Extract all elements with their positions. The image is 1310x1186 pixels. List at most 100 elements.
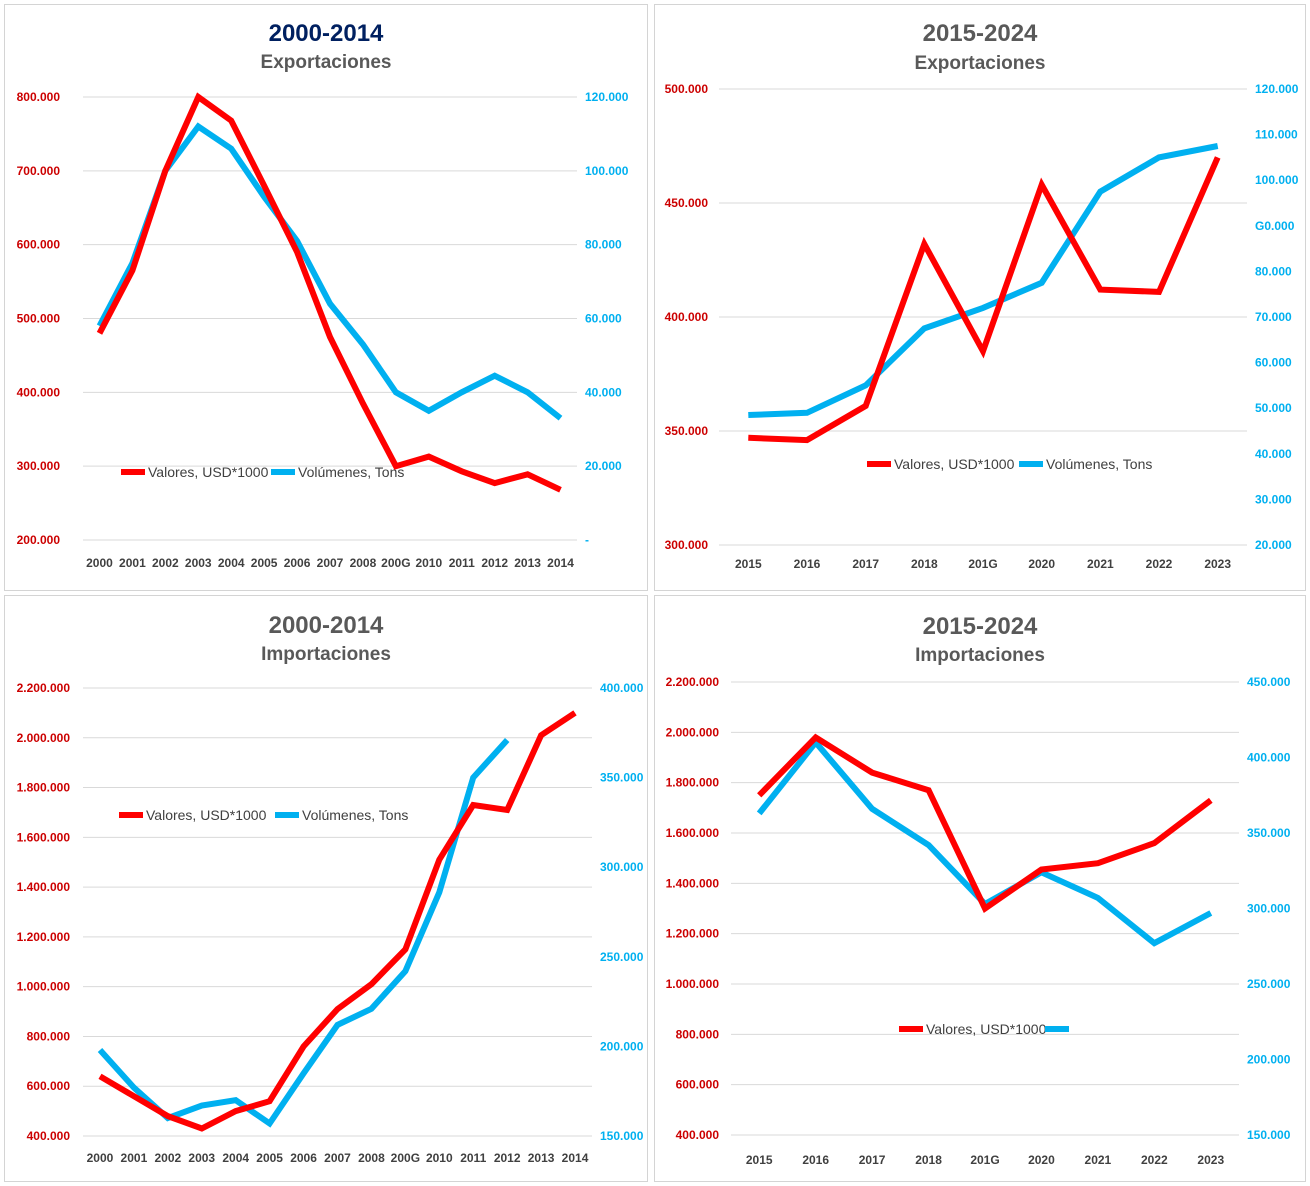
y-left-tick-label: 1.600.000 — [17, 830, 71, 844]
x-tick-label: 2023 — [1197, 1153, 1224, 1167]
y-right-tick-label: 20.000 — [585, 459, 622, 473]
y-left-tick-label: 700.000 — [17, 164, 61, 178]
x-tick-label: 2021 — [1085, 1153, 1112, 1167]
y-right-tick-label: 250.000 — [600, 950, 644, 964]
chart-svg: 2000-2014Exportaciones800.000700.000600.… — [17, 20, 629, 570]
y-left-tick-label: 600.000 — [17, 238, 61, 252]
chart-title: 2015-2024 — [923, 613, 1038, 640]
x-tick-label: 2005 — [256, 1151, 283, 1165]
y-left-tick-label: 1.000.000 — [17, 980, 71, 994]
x-tick-label: 2012 — [481, 556, 508, 570]
series-line-volumenes — [756, 737, 1213, 947]
x-tick-label: 2006 — [284, 556, 311, 570]
legend-label: Valores, USD*1000 — [894, 456, 1015, 472]
x-tick-label: 2013 — [528, 1151, 555, 1165]
y-right-tick-label: 50.000 — [1255, 401, 1292, 415]
chart-svg: 2000-2014 Importaciones 2.200.000 2.000.000… — [17, 612, 644, 1165]
y-left-tick-label: 2.000.000 — [666, 725, 720, 739]
x-tick-label: 2016 — [794, 557, 821, 571]
x-tick-label: 2022 — [1146, 557, 1173, 571]
chart-title: 2000-2014 — [269, 612, 384, 639]
y-right-tick-label: 100.000 — [1255, 173, 1299, 187]
chart-subtitle: Importaciones — [261, 644, 391, 665]
x-tick-label: 2014 — [547, 556, 574, 570]
y-left-tick-label: 500.000 — [665, 82, 709, 96]
y-left-tick-label: 450.000 — [665, 196, 709, 210]
x-tick-label: 2003 — [185, 556, 212, 570]
y-right-tick-label: 80.000 — [1255, 264, 1292, 278]
chart-subtitle: Exportaciones — [261, 52, 392, 73]
y-right-tick-label: 40.000 — [585, 385, 622, 399]
legend-label: Valores, USD*1000 — [926, 1021, 1047, 1037]
x-tick-label: 2016 — [802, 1153, 829, 1167]
x-tick-label: 2015 — [735, 557, 762, 571]
x-tick-label: 2015 — [746, 1153, 773, 1167]
y-right-tick-label: G0.000 — [1255, 219, 1295, 233]
y-left-tick-label: 800.000 — [17, 90, 61, 104]
y-left-tick-label: 500.000 — [17, 312, 61, 326]
x-tick-label: 2020 — [1028, 1153, 1055, 1167]
y-right-tick-label: 40.000 — [1255, 447, 1292, 461]
x-tick-label: 2010 — [415, 556, 442, 570]
x-tick-label: 2003 — [188, 1151, 215, 1165]
y-right-tick-label: - — [585, 533, 589, 547]
x-tick-label: 2012 — [494, 1151, 521, 1165]
x-tick-label: 2018 — [915, 1153, 942, 1167]
legend-label: Volúmenes, Tons — [298, 464, 404, 480]
x-tick-label: 2005 — [251, 556, 278, 570]
y-left-tick-label: 800.000 — [676, 1027, 720, 1041]
chart-panel-exports-2000-2014: 2000-2014 Exportaciones 800.000 700.000 600.… — [4, 4, 648, 591]
y-right-tick-label: 60.000 — [1255, 356, 1292, 370]
y-right-tick-label: 30.000 — [1255, 492, 1292, 506]
y-right-tick-label: 150.000 — [1247, 1128, 1291, 1142]
y-right-tick-label: 350.000 — [600, 771, 644, 785]
series-line-valores — [98, 710, 577, 1132]
y-right-tick-label: 200.000 — [600, 1039, 644, 1053]
y-left-tick-label: 1.400.000 — [666, 876, 720, 890]
y-right-tick-label: 20.000 — [1255, 538, 1292, 552]
y-right-tick-label: 100.000 — [585, 164, 629, 178]
x-tick-label: 2004 — [218, 556, 245, 570]
x-tick-label: 2022 — [1141, 1153, 1168, 1167]
y-right-tick-label: 150.000 — [600, 1129, 644, 1143]
y-right-tick-label: 80.000 — [585, 238, 622, 252]
y-right-tick-label: 110.000 — [1255, 128, 1298, 142]
x-tick-label: 200G — [381, 556, 410, 570]
y-left-tick-label: 400.000 — [17, 385, 61, 399]
chart-subtitle: Importaciones — [915, 645, 1045, 666]
y-left-tick-label: 800.000 — [27, 1029, 71, 1043]
y-left-tick-label: 300.000 — [17, 459, 61, 473]
x-tick-label: 2021 — [1087, 557, 1114, 571]
y-right-tick-label: 400.000 — [600, 681, 644, 695]
series-line-volumenes — [748, 143, 1219, 418]
x-tick-label: 200G — [391, 1151, 420, 1165]
y-left-tick-label: 1.800.000 — [17, 781, 71, 795]
x-tick-label: 2011 — [449, 556, 475, 570]
y-right-tick-label: 350.000 — [1247, 826, 1291, 840]
x-tick-label: 2010 — [426, 1151, 453, 1165]
x-tick-label: 2023 — [1204, 557, 1231, 571]
chart-panel-imports-2015-2024: 2015-2024 Importaciones 2.200.000 2.000.000… — [654, 595, 1306, 1182]
legend-label: Valores, USD*1000 — [146, 807, 267, 823]
x-tick-label: 2017 — [859, 1153, 886, 1167]
y-left-tick-label: 400.000 — [665, 310, 709, 324]
y-left-tick-label: 1.800.000 — [666, 776, 720, 790]
y-left-tick-label: 1.400.000 — [17, 880, 71, 894]
x-tick-label: 2008 — [350, 556, 377, 570]
y-left-tick-label: 600.000 — [676, 1078, 720, 1092]
chart-svg: 2015-2024 Exportaciones 500.000 450.000 400.… — [665, 20, 1299, 571]
y-left-tick-label: 400.000 — [676, 1128, 720, 1142]
chart-subtitle: Exportaciones — [915, 53, 1046, 74]
x-tick-label: 201G — [968, 557, 997, 571]
y-left-tick-label: 1.200.000 — [666, 927, 720, 941]
chart-title: 2015-2024 — [923, 20, 1038, 47]
x-tick-label: 2001 — [119, 556, 146, 570]
y-left-tick-label: 2.000.000 — [17, 731, 71, 745]
y-left-tick-label: 1.200.000 — [17, 930, 71, 944]
y-right-tick-label: 120.000 — [1255, 82, 1299, 96]
x-tick-label: 2006 — [290, 1151, 317, 1165]
y-right-tick-label: 70.000 — [1255, 310, 1292, 324]
x-tick-label: 2008 — [358, 1151, 385, 1165]
x-tick-label: 2002 — [154, 1151, 181, 1165]
chart-panel-exports-2015-2024: 2015-2024 Exportaciones 500.000 450.000 400.… — [654, 4, 1306, 591]
